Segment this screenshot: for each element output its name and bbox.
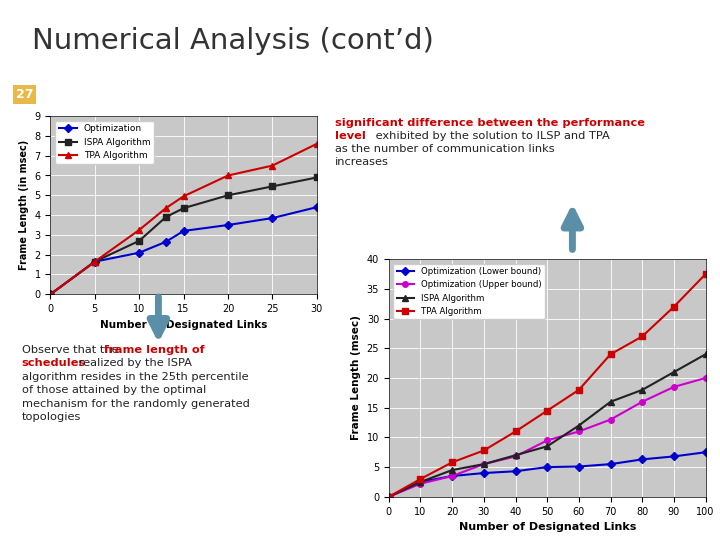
Optimization (Lower bound) xyxy=(670,453,678,460)
Text: level: level xyxy=(335,131,366,141)
ISPA Algorithm xyxy=(135,238,143,244)
Optimization (Lower bound) xyxy=(448,473,456,480)
Optimization (Upper bound) xyxy=(575,428,583,435)
Legend: Optimization, ISPA Algorithm, TPA Algorithm: Optimization, ISPA Algorithm, TPA Algori… xyxy=(55,120,154,164)
Text: schedules: schedules xyxy=(22,358,86,368)
TPA Algorithm xyxy=(161,205,170,211)
Optimization (Lower bound) xyxy=(543,464,552,470)
TPA Algorithm xyxy=(91,258,99,265)
Optimization (Upper bound) xyxy=(606,416,615,423)
Line: Optimization (Upper bound): Optimization (Upper bound) xyxy=(386,375,708,500)
X-axis label: Number of Designated Links: Number of Designated Links xyxy=(459,522,636,532)
Y-axis label: Frame Length (msec): Frame Length (msec) xyxy=(351,315,361,441)
TPA Algorithm xyxy=(179,193,188,199)
ISPA Algorithm xyxy=(480,461,488,467)
Optimization xyxy=(91,258,99,265)
ISPA Algorithm xyxy=(312,174,321,181)
Optimization (Lower bound) xyxy=(384,494,393,500)
Optimization (Lower bound) xyxy=(606,461,615,467)
ISPA Algorithm xyxy=(179,205,188,211)
TPA Algorithm xyxy=(46,291,55,298)
TPA Algorithm xyxy=(416,476,425,482)
Y-axis label: Frame Length (in msec): Frame Length (in msec) xyxy=(19,140,29,271)
Optimization (Upper bound) xyxy=(638,399,647,405)
ISPA Algorithm xyxy=(575,422,583,429)
ISPA Algorithm xyxy=(384,494,393,500)
ISPA Algorithm xyxy=(606,399,615,405)
Optimization (Upper bound) xyxy=(416,481,425,487)
ISPA Algorithm xyxy=(543,443,552,449)
ISPA Algorithm xyxy=(224,192,233,199)
Text: increases: increases xyxy=(335,157,389,167)
Optimization (Upper bound) xyxy=(670,383,678,390)
TPA Algorithm xyxy=(511,428,520,435)
Text: significant difference between the performance: significant difference between the perfo… xyxy=(335,118,645,128)
Optimization (Upper bound) xyxy=(480,461,488,467)
Optimization (Lower bound) xyxy=(638,456,647,463)
TPA Algorithm xyxy=(384,494,393,500)
TPA Algorithm xyxy=(448,459,456,465)
Text: realized by the ISPA: realized by the ISPA xyxy=(75,358,192,368)
Text: as the number of communication links: as the number of communication links xyxy=(335,144,554,154)
Text: of those attained by the optimal: of those attained by the optimal xyxy=(22,385,206,395)
Optimization (Upper bound) xyxy=(701,375,710,381)
Optimization xyxy=(268,215,276,221)
Text: Numerical Analysis (cont’d): Numerical Analysis (cont’d) xyxy=(32,27,434,55)
Optimization (Upper bound) xyxy=(543,437,552,443)
Optimization xyxy=(135,249,143,256)
Optimization (Upper bound) xyxy=(448,473,456,480)
ISPA Algorithm xyxy=(46,291,55,298)
Optimization (Lower bound) xyxy=(511,468,520,475)
Optimization (Upper bound) xyxy=(384,494,393,500)
Text: topologies: topologies xyxy=(22,412,81,422)
ISPA Algorithm xyxy=(268,183,276,190)
ISPA Algorithm xyxy=(511,452,520,458)
ISPA Algorithm xyxy=(448,467,456,473)
ISPA Algorithm xyxy=(416,478,425,485)
Optimization xyxy=(224,222,233,228)
TPA Algorithm xyxy=(638,333,647,340)
Text: algorithm resides in the 25th percentile: algorithm resides in the 25th percentile xyxy=(22,372,248,382)
Line: ISPA Algorithm: ISPA Algorithm xyxy=(48,175,320,297)
TPA Algorithm xyxy=(701,271,710,277)
TPA Algorithm xyxy=(480,447,488,454)
TPA Algorithm xyxy=(135,227,143,233)
Line: ISPA Algorithm: ISPA Algorithm xyxy=(386,352,708,500)
Text: 27: 27 xyxy=(16,88,33,101)
Text: exhibited by the solution to ILSP and TPA: exhibited by the solution to ILSP and TP… xyxy=(372,131,610,141)
Optimization (Lower bound) xyxy=(575,463,583,470)
Legend: Optimization (Lower bound), Optimization (Upper bound), ISPA Algorithm, TPA Algo: Optimization (Lower bound), Optimization… xyxy=(393,264,545,319)
TPA Algorithm xyxy=(543,407,552,414)
X-axis label: Number of Designated Links: Number of Designated Links xyxy=(100,320,267,329)
Optimization xyxy=(46,291,55,298)
Optimization (Lower bound) xyxy=(701,449,710,455)
TPA Algorithm xyxy=(268,163,276,169)
Line: Optimization: Optimization xyxy=(48,205,320,297)
Text: frame length of: frame length of xyxy=(104,345,204,355)
TPA Algorithm xyxy=(224,172,233,179)
Line: TPA Algorithm: TPA Algorithm xyxy=(386,271,708,500)
ISPA Algorithm xyxy=(161,214,170,220)
TPA Algorithm xyxy=(670,303,678,310)
ISPA Algorithm xyxy=(670,369,678,375)
Line: TPA Algorithm: TPA Algorithm xyxy=(47,140,320,298)
Line: Optimization (Lower bound): Optimization (Lower bound) xyxy=(386,449,708,500)
ISPA Algorithm xyxy=(91,258,99,265)
Optimization xyxy=(179,228,188,234)
Optimization (Lower bound) xyxy=(480,470,488,476)
Optimization (Upper bound) xyxy=(511,453,520,460)
Text: Observe that the: Observe that the xyxy=(22,345,122,355)
TPA Algorithm xyxy=(575,387,583,393)
ISPA Algorithm xyxy=(638,387,647,393)
Optimization (Lower bound) xyxy=(416,478,425,485)
TPA Algorithm xyxy=(312,140,321,147)
ISPA Algorithm xyxy=(701,351,710,357)
Optimization xyxy=(312,204,321,211)
Text: mechanism for the randomly generated: mechanism for the randomly generated xyxy=(22,399,249,409)
Optimization xyxy=(161,239,170,245)
TPA Algorithm xyxy=(606,351,615,357)
